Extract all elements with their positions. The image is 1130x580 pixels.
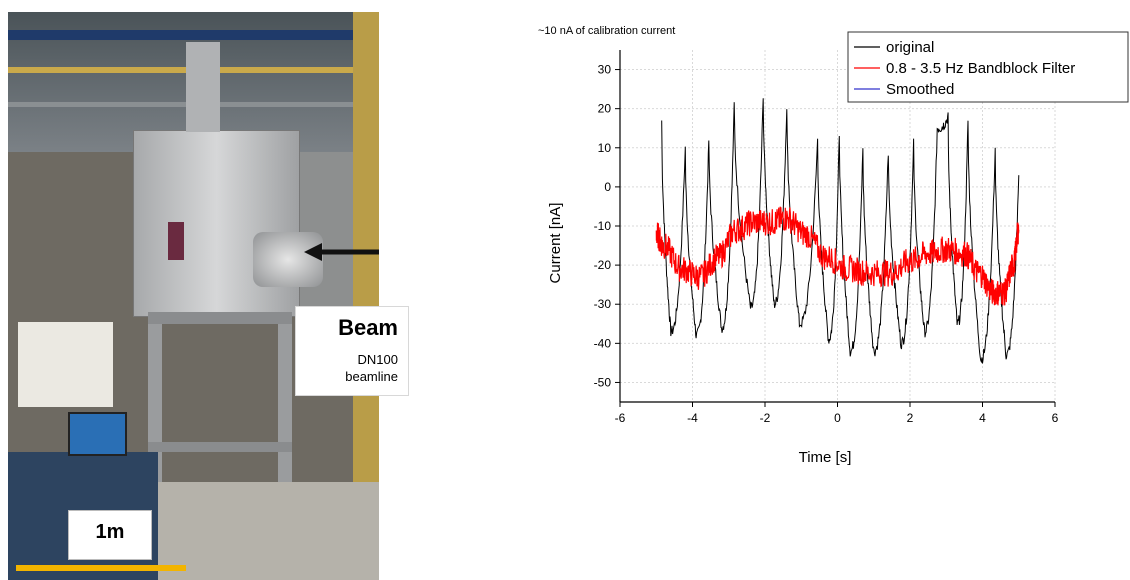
- beam-label-card: Beam DN100 beamline: [295, 306, 409, 396]
- chart-title: ~10 nA of calibration current: [538, 25, 675, 37]
- chart-legend: original 0.8 - 3.5 Hz Bandblock Filter Smo…: [847, 31, 1129, 103]
- series-line-bandblock-filter: [655, 206, 1020, 306]
- y-tick-label: -20: [594, 258, 612, 272]
- y-tick-label: 20: [598, 102, 612, 116]
- chart-grid: [619, 50, 1056, 402]
- beam-dn-label: DN100: [357, 352, 398, 367]
- beam-arrow-icon: [304, 243, 379, 261]
- series-line-original: [661, 98, 1020, 364]
- y-tick-label: -50: [594, 375, 612, 389]
- scale-bar: [16, 565, 186, 571]
- beamline-photo: [8, 12, 379, 580]
- scale-label: 1m: [95, 521, 125, 543]
- y-tick-label: 10: [598, 141, 612, 155]
- current-vs-time-chart: ~10 nA of calibration current -6 -4 -2 0 2 4 6…: [538, 25, 1129, 466]
- beam-line-label: beamline: [345, 369, 398, 384]
- x-tick-label: -4: [687, 411, 698, 425]
- x-tick-label: -6: [615, 411, 626, 425]
- y-tick-label: -30: [594, 297, 612, 311]
- x-tick-label: 2: [907, 411, 914, 425]
- y-axis-label: Current [nA]: [547, 203, 564, 284]
- y-tick-label: -40: [594, 336, 612, 350]
- scale-label-box: 1m: [68, 510, 152, 560]
- y-tick-label: 0: [604, 180, 611, 194]
- x-tick-label: 4: [979, 411, 986, 425]
- legend-label: 0.8 - 3.5 Hz Bandblock Filter: [886, 60, 1075, 77]
- beam-label: Beam: [338, 315, 398, 340]
- x-axis-label: Time [s]: [799, 449, 852, 466]
- x-tick-label: 0: [834, 411, 841, 425]
- y-tick-label: -10: [594, 219, 612, 233]
- legend-label: Smoothed: [886, 81, 954, 98]
- x-tick-label: 6: [1052, 411, 1059, 425]
- y-tick-label: 30: [598, 63, 612, 77]
- legend-box: [847, 31, 1129, 103]
- x-tick-label: -2: [760, 411, 771, 425]
- legend-label: original: [886, 39, 934, 56]
- chart-series: [655, 98, 1020, 364]
